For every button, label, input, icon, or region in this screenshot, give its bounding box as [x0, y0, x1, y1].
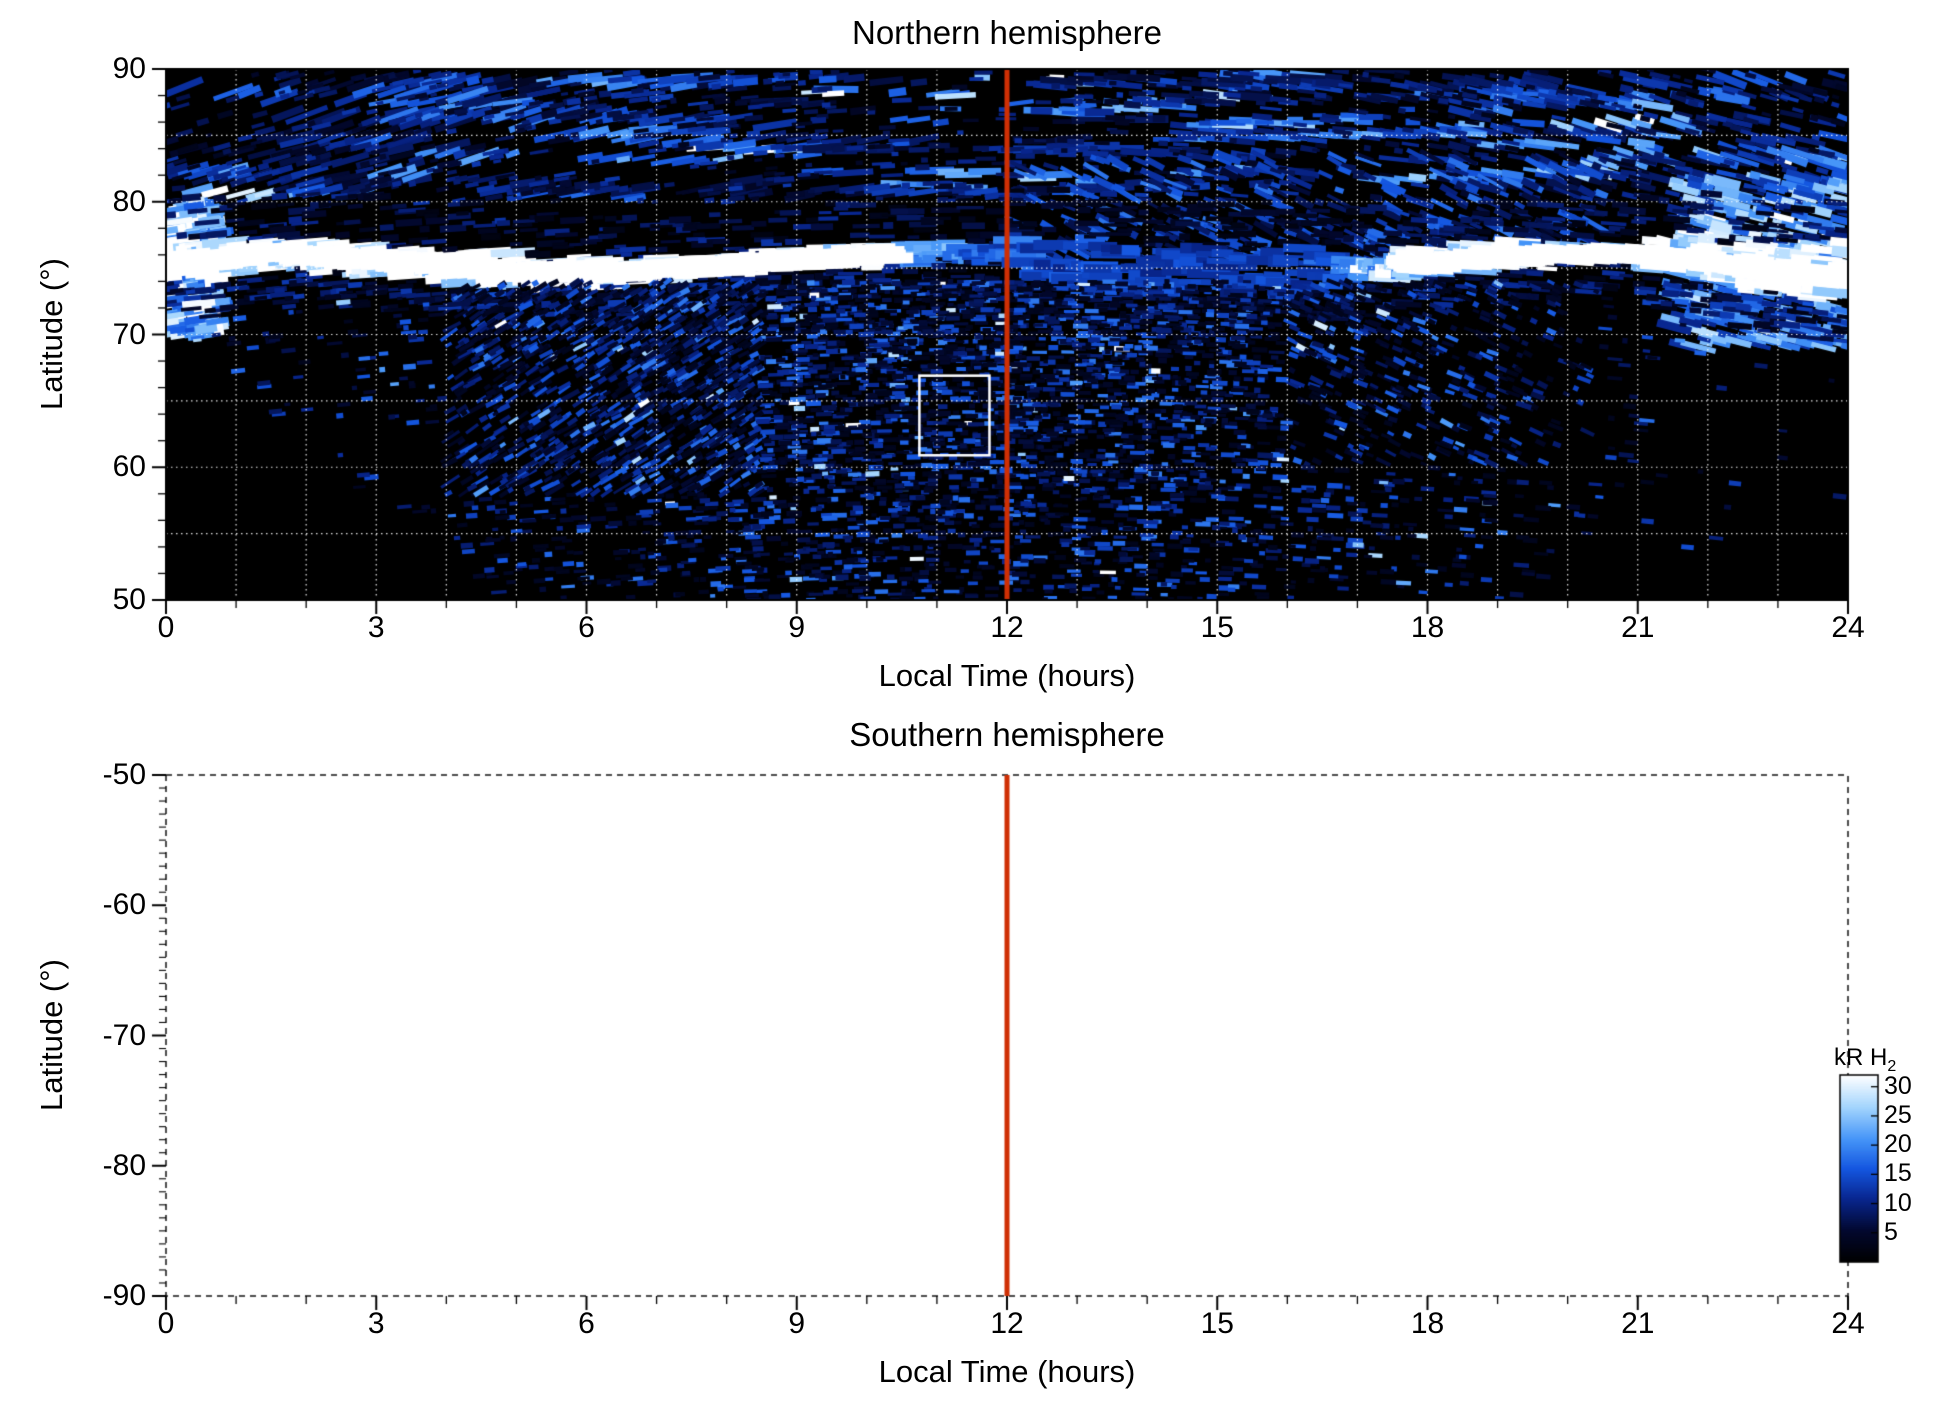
north-ytick-label: 90: [112, 52, 146, 85]
south-xtick-label: 24: [1831, 1307, 1865, 1340]
colorbar-label: kR H2: [1834, 1044, 1896, 1076]
south-xtick-label: 3: [367, 1307, 385, 1340]
colorbar-tick-label: 10: [1884, 1188, 1912, 1217]
north-xtick-label: 24: [1831, 611, 1865, 644]
north-ytick-label: 70: [112, 317, 146, 351]
south-xtick-label: 18: [1410, 1307, 1445, 1340]
colorbar-label-subscript: 2: [1887, 1057, 1897, 1075]
north-xtick-label: 18: [1410, 611, 1445, 644]
south-xtick-label: 9: [788, 1307, 806, 1340]
south-ytick-label: -60: [102, 888, 146, 922]
north-ytick-label: 80: [112, 184, 146, 218]
colorbar-tick-label: 5: [1884, 1217, 1898, 1246]
south-xtick-label: 6: [578, 1307, 595, 1340]
north-xtick-label: 0: [157, 611, 175, 644]
north-ytick-label: 50: [112, 583, 146, 616]
colorbar-tick-label: 20: [1884, 1130, 1912, 1159]
north-panel-title: Northern hemisphere: [852, 14, 1162, 51]
colorbar-label-text: kR H: [1834, 1044, 1888, 1071]
south-ytick-label: -90: [102, 1279, 146, 1312]
north-xtick-label: 21: [1621, 611, 1655, 644]
south-xtick-label: 15: [1200, 1307, 1234, 1340]
south-ytick-label: -80: [102, 1148, 146, 1182]
colorbar-tick-label: 15: [1884, 1159, 1912, 1188]
south-ytick-label: -50: [102, 758, 146, 791]
north-xtick-label: 6: [578, 611, 595, 644]
south-ytick-label: -70: [102, 1018, 146, 1052]
north-xtick-label: 9: [788, 611, 806, 644]
north-xtick-label: 3: [367, 611, 385, 644]
north-xaxis-title: Local Time (hours): [878, 658, 1136, 693]
north-xtick-label: 12: [990, 611, 1024, 644]
north-xtick-label: 15: [1200, 611, 1234, 644]
south-xaxis-title: Local Time (hours): [878, 1354, 1136, 1389]
colorbar-tick-label: 25: [1884, 1100, 1912, 1129]
south-xtick-label: 21: [1621, 1307, 1655, 1340]
north-ytick-label: 60: [112, 450, 146, 484]
south-xtick-label: 0: [157, 1307, 175, 1340]
colorbar-tick-label: 30: [1884, 1071, 1912, 1100]
south-panel-title: Southern hemisphere: [849, 716, 1165, 753]
south-xtick-label: 12: [990, 1307, 1024, 1340]
